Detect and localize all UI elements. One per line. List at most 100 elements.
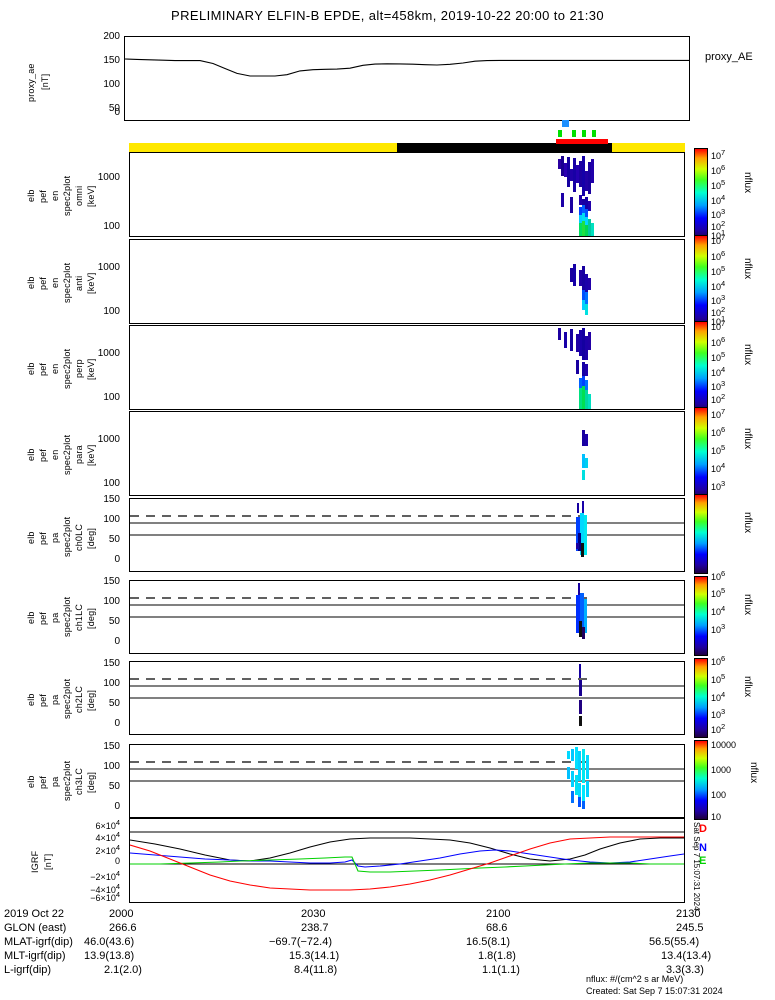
cb-ch0-title: nflux: [742, 512, 753, 534]
igrf-legend-E: E: [699, 855, 707, 867]
cb-ch0-l3: 103: [711, 622, 726, 635]
ytick-igrf-p6: 6×104: [95, 818, 120, 831]
panel-pa-ch2lc: [129, 661, 685, 735]
panel-en-anti: [129, 239, 685, 324]
colorbar-en-perp: [694, 321, 708, 414]
annot-row-0-v3: 2130: [676, 908, 701, 920]
colorbar-en-anti: [694, 235, 708, 328]
cb-perp-l6: 106: [711, 335, 726, 348]
ytick-ch2-0: 0: [114, 718, 120, 729]
cb-perp-l7: 107: [711, 319, 726, 332]
ytick-omni-100: 100: [103, 221, 120, 232]
ytick-perp-1000: 1000: [97, 348, 120, 359]
status-marker-blue: [562, 120, 569, 127]
cb-omni-title: nflux: [742, 172, 753, 194]
ytick-omni-1000: 1000: [97, 172, 120, 183]
annot-row-0-v0: 2000: [109, 908, 134, 920]
nflux-units-note: nflux: #/(cm^2 s ar MeV): [586, 974, 684, 984]
colorbar-pa-ch0lc: [694, 494, 708, 574]
cb-ch3-l10: 10: [711, 812, 722, 822]
status-markers-green: [558, 130, 608, 137]
ytick-proxy-0: 0: [114, 107, 120, 118]
ytick-igrf-p4: 4×104: [95, 830, 120, 843]
ytick-ch3-50: 50: [108, 781, 120, 792]
cb-anti-l5: 105: [711, 264, 726, 277]
annot-row-3-v2: 1.8(1.8): [478, 950, 516, 962]
annot-row-4-v2: 1.1(1.1): [482, 964, 520, 976]
cb-ch2-title: nflux: [742, 676, 753, 698]
ytick-ch1-0: 0: [114, 636, 120, 647]
annot-row-label-4: L-igrf(dip): [4, 964, 52, 976]
annot-row-label-1: GLON (east): [4, 922, 67, 934]
cb-anti-l6: 106: [711, 249, 726, 262]
proxy-ae-curve: [125, 58, 689, 77]
panel-label-igrf: IGRF [nT]: [30, 850, 53, 874]
cb-ch0-l6: 106: [711, 569, 726, 582]
panel-label-proxy-ae: proxy_ae: [26, 63, 36, 103]
annot-row-2-v0: 46.0(43.6): [84, 936, 135, 948]
ytick-ch3-100: 100: [103, 761, 120, 772]
annot-row-label-2: MLAT-igrf(dip): [4, 936, 73, 948]
created-side-text: Sat Sep 7 15:07:31 2024: [692, 822, 701, 911]
ytick-ch0-0: 0: [114, 554, 120, 565]
status-segment-yellow-left: [129, 143, 397, 152]
cb-anti-title: nflux: [742, 258, 753, 280]
cb-ch2-l6: 106: [711, 654, 726, 667]
cb-omni-l6: 106: [711, 163, 726, 176]
ytick-igrf-m4: −4×104: [90, 882, 120, 895]
annot-row-label-0: 2019 Oct 22: [4, 908, 64, 920]
cb-ch3-l1000: 1000: [711, 765, 732, 775]
annot-row-1-v0: 266.6: [109, 922, 137, 934]
annot-row-3-v1: 15.3(14.1): [289, 950, 340, 962]
ytick-ch1-50: 50: [108, 616, 120, 627]
igrf-curves: [130, 831, 684, 891]
panel-proxy-ae: [124, 36, 690, 121]
cb-ch0-l5: 105: [711, 586, 726, 599]
proxy-ae-right-label: proxy_AE: [705, 51, 753, 63]
cb-para-l4: 104: [711, 461, 726, 474]
panel-en-para: [129, 411, 685, 496]
cb-ch3-title: nflux: [748, 762, 759, 784]
igrf-legend-D: D: [699, 823, 707, 835]
annot-row-2-v3: 56.5(55.4): [649, 936, 700, 948]
page-title: PRELIMINARY ELFIN-B EPDE, alt=458km, 201…: [171, 8, 604, 23]
annot-row-4-v3: 3.3(3.3): [666, 964, 704, 976]
cb-ch1-title: nflux: [742, 594, 753, 616]
panel-igrf: [129, 818, 685, 903]
ytick-perp-100: 100: [103, 392, 120, 403]
ytick-para-1000: 1000: [97, 434, 120, 445]
colorbar-pa-ch2lc: [694, 658, 708, 738]
ytick-igrf-m6: −6×104: [90, 890, 120, 903]
status-marker-red: [556, 139, 608, 144]
cb-ch0-l4: 104: [711, 604, 726, 617]
cb-omni-l4: 104: [711, 193, 726, 206]
annot-row-4-v1: 8.4(11.8): [294, 964, 338, 976]
cb-ch2-l4: 104: [711, 690, 726, 703]
cb-ch2-l3: 103: [711, 707, 726, 720]
ytick-igrf-p2: 2×104: [95, 843, 120, 856]
ytick-igrf-m2: −2×104: [90, 869, 120, 882]
cb-perp-title: nflux: [742, 344, 753, 366]
cb-ch2-l5: 105: [711, 672, 726, 685]
cb-perp-l2: 102: [711, 392, 726, 405]
cb-anti-l7: 107: [711, 233, 726, 246]
annot-row-1-v2: 68.6: [486, 922, 508, 934]
ytick-igrf-0: 0: [114, 856, 120, 866]
en-perp-spectrogram: [558, 328, 591, 409]
en-para-spectrogram: [582, 430, 588, 480]
ytick-anti-1000: 1000: [97, 262, 120, 273]
cb-omni-l2: 102: [711, 219, 726, 232]
cb-anti-l3: 103: [711, 293, 726, 306]
en-omni-spectrogram: [558, 156, 594, 236]
status-segment-black: [397, 143, 612, 152]
annot-row-0-v1: 2030: [301, 908, 326, 920]
ytick-ch0-50: 50: [108, 534, 120, 545]
annot-row-4-v0: 2.1(2.0): [104, 964, 142, 976]
colorbar-en-omni: [694, 148, 708, 241]
igrf-legend-N: N: [699, 842, 707, 854]
status-bar-group: [129, 143, 685, 152]
cb-para-title: nflux: [742, 428, 753, 450]
cb-anti-l2: 102: [711, 305, 726, 318]
cb-para-l3: 103: [711, 479, 726, 492]
